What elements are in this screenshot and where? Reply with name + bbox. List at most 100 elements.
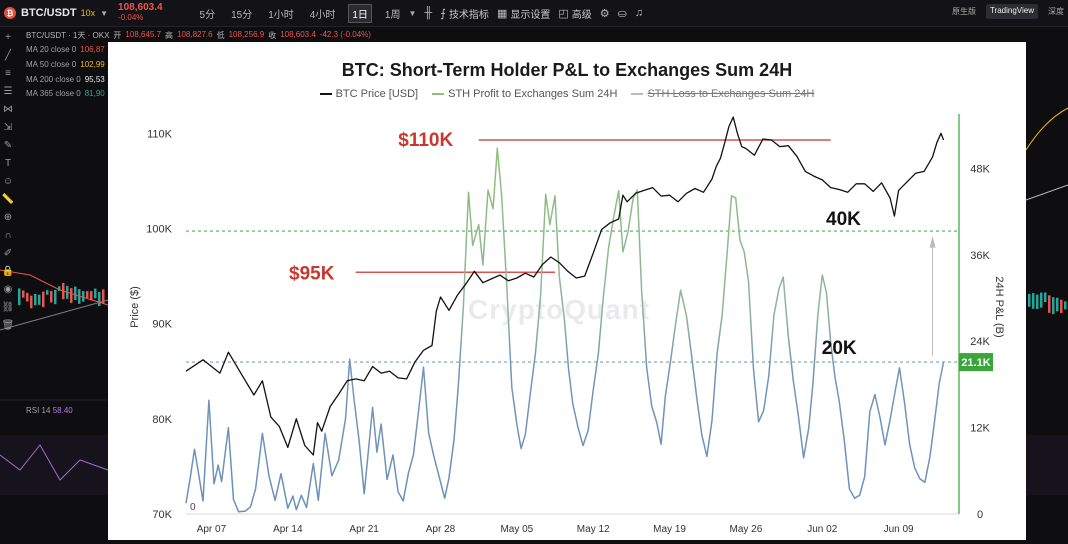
palette-icon: ⛀	[617, 7, 627, 20]
advanced-button[interactable]: ◰ 高级	[558, 6, 591, 21]
timeframe-1d[interactable]: 1日	[348, 3, 372, 23]
x-axis-tick: Apr 28	[426, 524, 456, 535]
link-icon[interactable]: ⛓	[1, 302, 15, 313]
ruler-icon[interactable]: 📏	[1, 194, 15, 205]
chevron-down-icon[interactable]: ▼	[100, 8, 109, 18]
legend-swatch	[432, 93, 445, 95]
ohlc-low-label: 低	[216, 31, 225, 40]
lock-draw-icon[interactable]: ✐	[3, 248, 13, 259]
alert-button[interactable]: ♫	[635, 7, 643, 19]
background-candle	[1052, 297, 1055, 315]
cryptoquant-chart-panel: BTC: Short-Term Holder P&L to Exchanges …	[108, 42, 1026, 540]
x-axis-tick: May 26	[730, 524, 763, 535]
legend-item-profit[interactable]: STH Profit to Exchanges Sum 24H	[432, 88, 617, 100]
ma-label: MA 50 close 0	[26, 60, 77, 69]
background-candle	[102, 289, 105, 304]
background-candle	[1064, 301, 1067, 310]
emoji-icon[interactable]: ☺	[2, 176, 14, 187]
symbol-selector[interactable]: BTC/USDT	[21, 7, 77, 19]
display-settings-label: 显示设置	[510, 9, 551, 21]
legend-label: STH Loss to Exchanges Sum 24H	[647, 88, 815, 100]
candlestick-icon: ╫	[424, 7, 433, 19]
trend-line-icon[interactable]: ╱	[4, 50, 12, 61]
chart-title: BTC: Short-Term Holder P&L to Exchanges …	[341, 60, 793, 80]
symbol-info-line: BTC/USDT · 1天 · OKX 开 108,645.7 高 108,827.…	[26, 30, 371, 41]
ohlc-open: 108,645.7	[125, 30, 162, 39]
fib-icon[interactable]: ☰	[3, 86, 13, 97]
left-axis-tick: 70K	[152, 509, 172, 521]
zoom-in-icon[interactable]: ⊕	[3, 212, 13, 223]
left-axis-tick: 80K	[152, 414, 172, 426]
pattern-icon[interactable]: ⋈	[3, 104, 13, 115]
lock-icon[interactable]: 🔒	[1, 266, 15, 277]
crosshair-icon[interactable]: +	[5, 32, 11, 43]
brush-icon[interactable]: ✎	[3, 140, 13, 151]
legend-swatch	[319, 93, 332, 95]
timeframe-more-chevron-icon[interactable]: ▼	[408, 8, 417, 18]
x-axis-tick: May 05	[500, 524, 533, 535]
background-candle	[94, 288, 97, 299]
advanced-icon: ◰	[558, 7, 569, 20]
template-button[interactable]: ⛀	[618, 7, 627, 20]
ma-label: MA 20 close 0	[26, 45, 77, 54]
view-tradingview[interactable]: TradingView	[985, 4, 1038, 19]
timeframe-1h[interactable]: 1小时	[268, 9, 294, 21]
display-settings-button[interactable]: ▦ 显示设置	[497, 6, 550, 21]
indicators-button[interactable]: ⨍ 技术指标	[440, 6, 489, 21]
ma-value: 102,99	[80, 60, 105, 69]
background-candle	[30, 295, 33, 309]
x-axis-tick: May 12	[577, 524, 610, 535]
indicators-label: 技术指标	[448, 9, 489, 21]
background-candle	[86, 291, 89, 298]
price-display: 108,603.4 -0.04%	[118, 3, 163, 23]
chart-plot: 70K 80K 90K 100K 110K 0 12K 24K 36K 48K Price ($) 2…	[129, 114, 1005, 535]
background-candle	[82, 291, 85, 302]
trash-icon[interactable]: 🗑	[1, 320, 15, 331]
left-axis-tick: 100K	[146, 223, 172, 235]
timeframe-5m[interactable]: 5分	[199, 9, 216, 21]
background-candle	[58, 286, 61, 291]
ma-line-50: MA 50 close 0 102,99	[26, 60, 105, 69]
timeframe-1w[interactable]: 1周	[384, 9, 401, 21]
view-depth[interactable]: 深度	[1048, 7, 1064, 16]
ma-line-20: MA 20 close 0 106,87	[26, 45, 105, 54]
measure-icon[interactable]: ⇲	[3, 122, 13, 133]
current-value-badge-text: 21.1K	[961, 357, 990, 369]
background-candle	[18, 288, 21, 306]
x-axis-tick: Apr 21	[349, 524, 379, 535]
chart-type-button[interactable]: ╫	[424, 7, 432, 19]
x-axis-tick: Apr 14	[273, 524, 303, 535]
layout-icon: ▦	[496, 7, 508, 20]
settings-button[interactable]: ⚙	[600, 7, 610, 20]
chart-legend: BTC Price [USD] STH Profit to Exchanges …	[108, 88, 1026, 100]
leverage-badge[interactable]: 10x	[80, 8, 96, 18]
right-axis-tick: 0	[977, 509, 983, 521]
x-axis-tick: Jun 02	[807, 524, 837, 535]
horizontal-line-icon[interactable]: ≡	[5, 68, 11, 79]
indicators-icon: ⨍	[440, 7, 446, 20]
left-axis-tick: 110K	[147, 128, 173, 140]
x-axis-tick: Jun 09	[884, 524, 914, 535]
view-mode-switch: 原生版 TradingView 深度	[948, 4, 1068, 19]
background-candle	[26, 292, 29, 302]
eye-icon[interactable]: ◉	[3, 284, 13, 295]
left-axis-label: Price ($)	[129, 286, 141, 328]
right-axis-tick: 12K	[970, 423, 990, 435]
background-candle	[1060, 299, 1063, 314]
legend-label: STH Profit to Exchanges Sum 24H	[448, 88, 618, 100]
magnet-icon[interactable]: ∩	[4, 230, 12, 241]
timeframe-4h[interactable]: 4小时	[309, 9, 336, 21]
background-candle	[54, 289, 57, 305]
legend-item-price[interactable]: BTC Price [USD]	[319, 88, 418, 100]
rsi-value: 58.40	[52, 406, 73, 415]
legend-item-loss[interactable]: STH Loss to Exchanges Sum 24H	[631, 88, 814, 100]
series-line-sth-pl	[185, 147, 945, 513]
text-tool-icon[interactable]: T	[4, 158, 12, 169]
timeframe-15m[interactable]: 15分	[231, 9, 253, 21]
view-native[interactable]: 原生版	[951, 7, 976, 16]
background-candle	[22, 290, 25, 298]
ohlc-change: -42.3 (-0.04%)	[319, 30, 371, 39]
ma-label: MA 365 close 0	[26, 89, 81, 98]
